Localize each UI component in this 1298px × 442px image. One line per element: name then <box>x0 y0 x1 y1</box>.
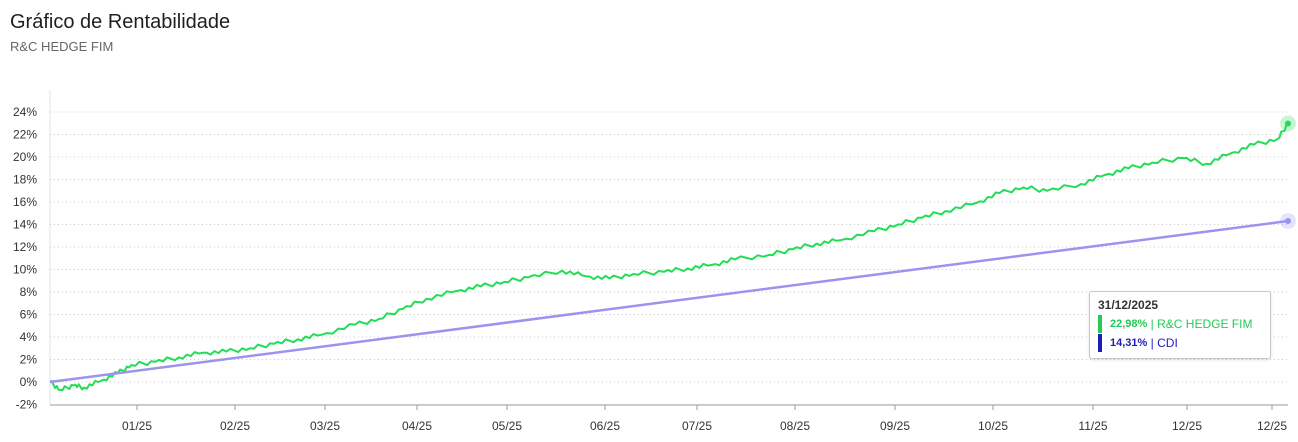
x-tick-label: 12/25 <box>1172 419 1202 433</box>
cdi-color-swatch <box>1098 334 1102 352</box>
x-tick-label: 11/25 <box>1078 419 1107 433</box>
tooltip-date: 31/12/2025 <box>1098 298 1159 312</box>
fund-name: R&C HEDGE FIM <box>1157 317 1253 331</box>
fund-subtitle: R&C HEDGE FIM <box>10 39 114 54</box>
x-tick-label: 09/25 <box>880 419 910 433</box>
cdi-value: 14,31% <box>1110 337 1148 349</box>
y-tick-label: 2% <box>20 353 38 367</box>
x-tick-label: 01/25 <box>122 419 152 433</box>
cdi-series-line <box>49 219 1289 384</box>
tooltip-row-cdi: 14,31% | CDI <box>1098 334 1178 352</box>
fund-color-swatch <box>1098 315 1102 333</box>
tooltip-separator: | <box>1147 317 1158 331</box>
fund-value: 22,98% <box>1110 318 1148 330</box>
x-tick-label: 03/25 <box>310 419 340 433</box>
y-tick-label: 16% <box>13 195 37 209</box>
cdi-last-point[interactable] <box>1285 218 1291 225</box>
x-tick-label: 12/25 <box>1257 419 1287 433</box>
tooltip-row-fund: 22,98% | R&C HEDGE FIM <box>1098 315 1252 333</box>
x-tick-label: 02/25 <box>220 419 250 433</box>
chart-tooltip: 31/12/2025 22,98% | R&C HEDGE FIM 14,31%… <box>1089 291 1271 359</box>
fund-series-line <box>49 122 1289 392</box>
cdi-name: CDI <box>1157 336 1178 350</box>
x-tick-label: 10/25 <box>978 419 1008 433</box>
y-tick-label: 12% <box>13 240 37 254</box>
fund-last-point[interactable] <box>1285 120 1291 127</box>
page-title: Gráfico de Rentabilidade <box>10 11 231 33</box>
y-tick-label: 22% <box>13 128 37 142</box>
chart-header: Gráfico de Rentabilidade R&C HEDGE FIM <box>10 9 230 54</box>
tooltip-separator: | <box>1147 336 1158 350</box>
y-tick-label: 20% <box>13 150 37 164</box>
x-tick-label: 07/25 <box>682 419 712 433</box>
y-tick-label: 24% <box>13 105 37 119</box>
y-tick-label: 0% <box>20 375 38 389</box>
x-tick-label: 08/25 <box>780 419 810 433</box>
y-tick-label: 10% <box>13 263 37 277</box>
y-tick-label: 4% <box>20 330 38 344</box>
x-tick-label: 04/25 <box>402 419 432 433</box>
x-tick-label: 05/25 <box>492 419 522 433</box>
x-tick-label: 06/25 <box>590 419 620 433</box>
y-tick-label: 14% <box>13 218 37 232</box>
y-tick-label: -2% <box>16 398 38 412</box>
y-tick-label: 18% <box>13 173 37 187</box>
y-tick-label: 6% <box>20 308 38 322</box>
y-tick-label: 8% <box>20 285 38 299</box>
